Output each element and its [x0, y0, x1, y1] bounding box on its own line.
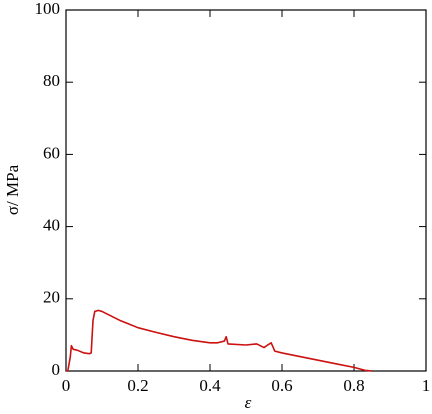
y-axis-label: σ/ MPa — [3, 164, 22, 215]
x-tick-label: 0.2 — [127, 376, 148, 395]
x-tick-label: 0.4 — [199, 376, 221, 395]
x-tick-label: 0.8 — [343, 376, 364, 395]
plot-frame — [65, 9, 427, 372]
x-tick-label: 0.6 — [271, 376, 292, 395]
y-tick-label: 40 — [43, 216, 60, 235]
x-axis-label: ε — [245, 393, 252, 412]
y-tick-label: 0 — [52, 360, 61, 379]
y-tick-label: 20 — [43, 288, 60, 307]
y-tick-label: 60 — [43, 143, 60, 162]
y-tick-label: 80 — [43, 71, 60, 90]
x-tick-label: 0 — [62, 376, 71, 395]
x-tick-label: 1 — [422, 376, 431, 395]
data-line — [66, 309, 373, 372]
y-tick-label: 100 — [35, 0, 61, 18]
